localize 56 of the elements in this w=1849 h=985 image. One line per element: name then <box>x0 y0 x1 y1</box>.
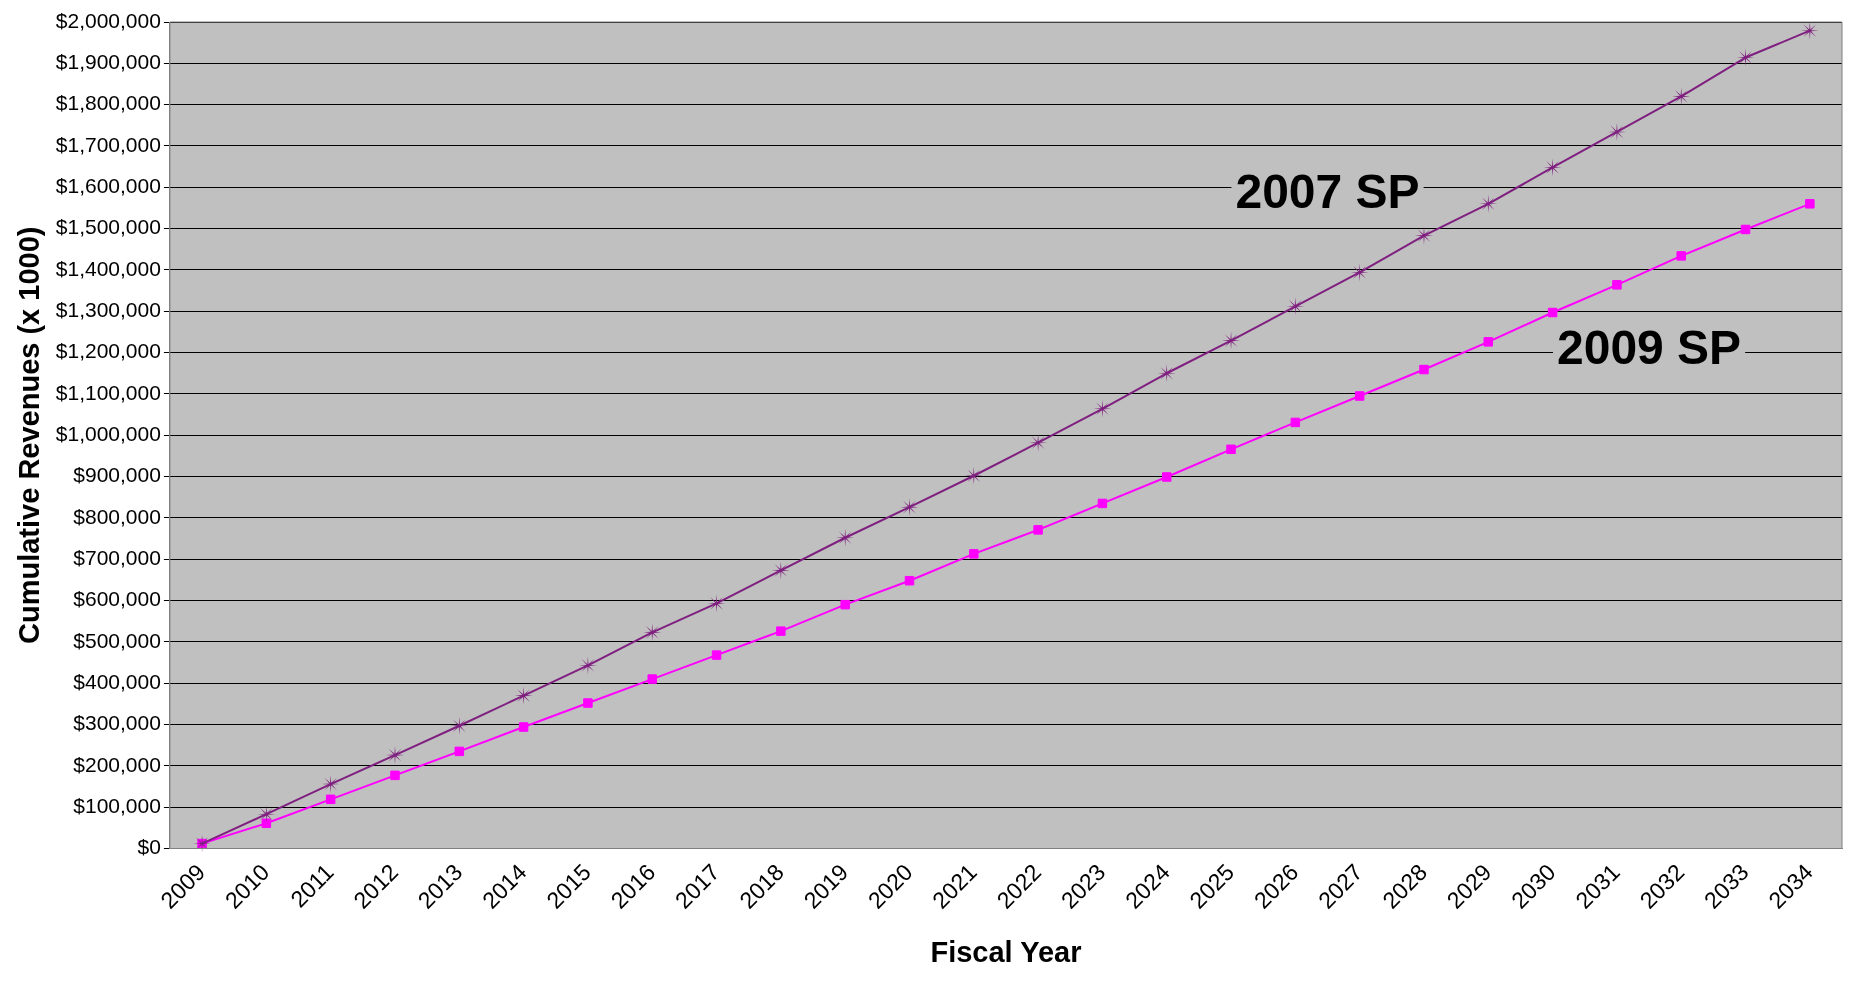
y-tick-label: $200,000 <box>73 752 161 776</box>
y-tick-label: $1,100,000 <box>55 380 161 404</box>
point <box>969 549 979 559</box>
y-tick-label: $1,400,000 <box>55 256 161 280</box>
point <box>776 626 786 636</box>
point <box>514 686 533 705</box>
y-tick-label: $700,000 <box>73 546 161 570</box>
point <box>1286 297 1305 316</box>
y-tick-label: $900,000 <box>73 463 161 487</box>
y-axis-title: Cumulative Revenues (x 1000) <box>13 226 46 644</box>
point <box>647 674 657 684</box>
point <box>1350 263 1369 282</box>
point <box>1483 337 1494 347</box>
point <box>711 650 722 660</box>
y-tick-label: $1,800,000 <box>55 91 161 115</box>
point <box>1805 199 1815 209</box>
point <box>840 599 850 610</box>
point <box>1547 307 1558 318</box>
y-tick-label: $1,700,000 <box>55 132 161 156</box>
point <box>518 722 529 732</box>
point <box>1161 472 1172 482</box>
y-tick-label: $1,300,000 <box>55 298 161 322</box>
y-tick-label: $2,000,000 <box>55 8 161 32</box>
y-tick-label: $1,900,000 <box>55 50 161 74</box>
point <box>1419 364 1429 375</box>
point <box>454 746 465 757</box>
y-tick-label: $1,000,000 <box>55 422 161 446</box>
y-tick-label: $600,000 <box>73 587 161 611</box>
y-tick-label: $1,200,000 <box>55 339 161 363</box>
y-tick-label: $800,000 <box>73 504 161 528</box>
point <box>390 770 400 781</box>
series-label: 2009 SP <box>1556 320 1742 374</box>
point <box>1290 417 1301 428</box>
point <box>583 698 593 708</box>
series-label: 2007 SP <box>1235 164 1420 218</box>
point <box>1354 391 1365 401</box>
y-tick-label: $100,000 <box>73 793 161 817</box>
point <box>1033 525 1043 535</box>
point <box>1543 158 1562 177</box>
y-tick-label: $400,000 <box>73 670 161 693</box>
point <box>1676 251 1686 261</box>
y-tick-label: $1,600,000 <box>55 174 161 198</box>
point <box>1736 48 1755 67</box>
point <box>904 575 915 586</box>
y-tick-label: $500,000 <box>73 628 161 652</box>
y-tick-label: $300,000 <box>73 711 161 735</box>
point <box>261 818 272 829</box>
y-tick-label: $1,500,000 <box>55 215 161 239</box>
point <box>1740 224 1751 235</box>
point <box>325 794 336 805</box>
x-axis-title: Fiscal Year <box>930 935 1082 968</box>
point <box>707 594 726 613</box>
point <box>1097 498 1108 509</box>
point <box>1612 280 1622 290</box>
y-tick-label: $0 <box>137 835 161 859</box>
point <box>1226 444 1236 455</box>
